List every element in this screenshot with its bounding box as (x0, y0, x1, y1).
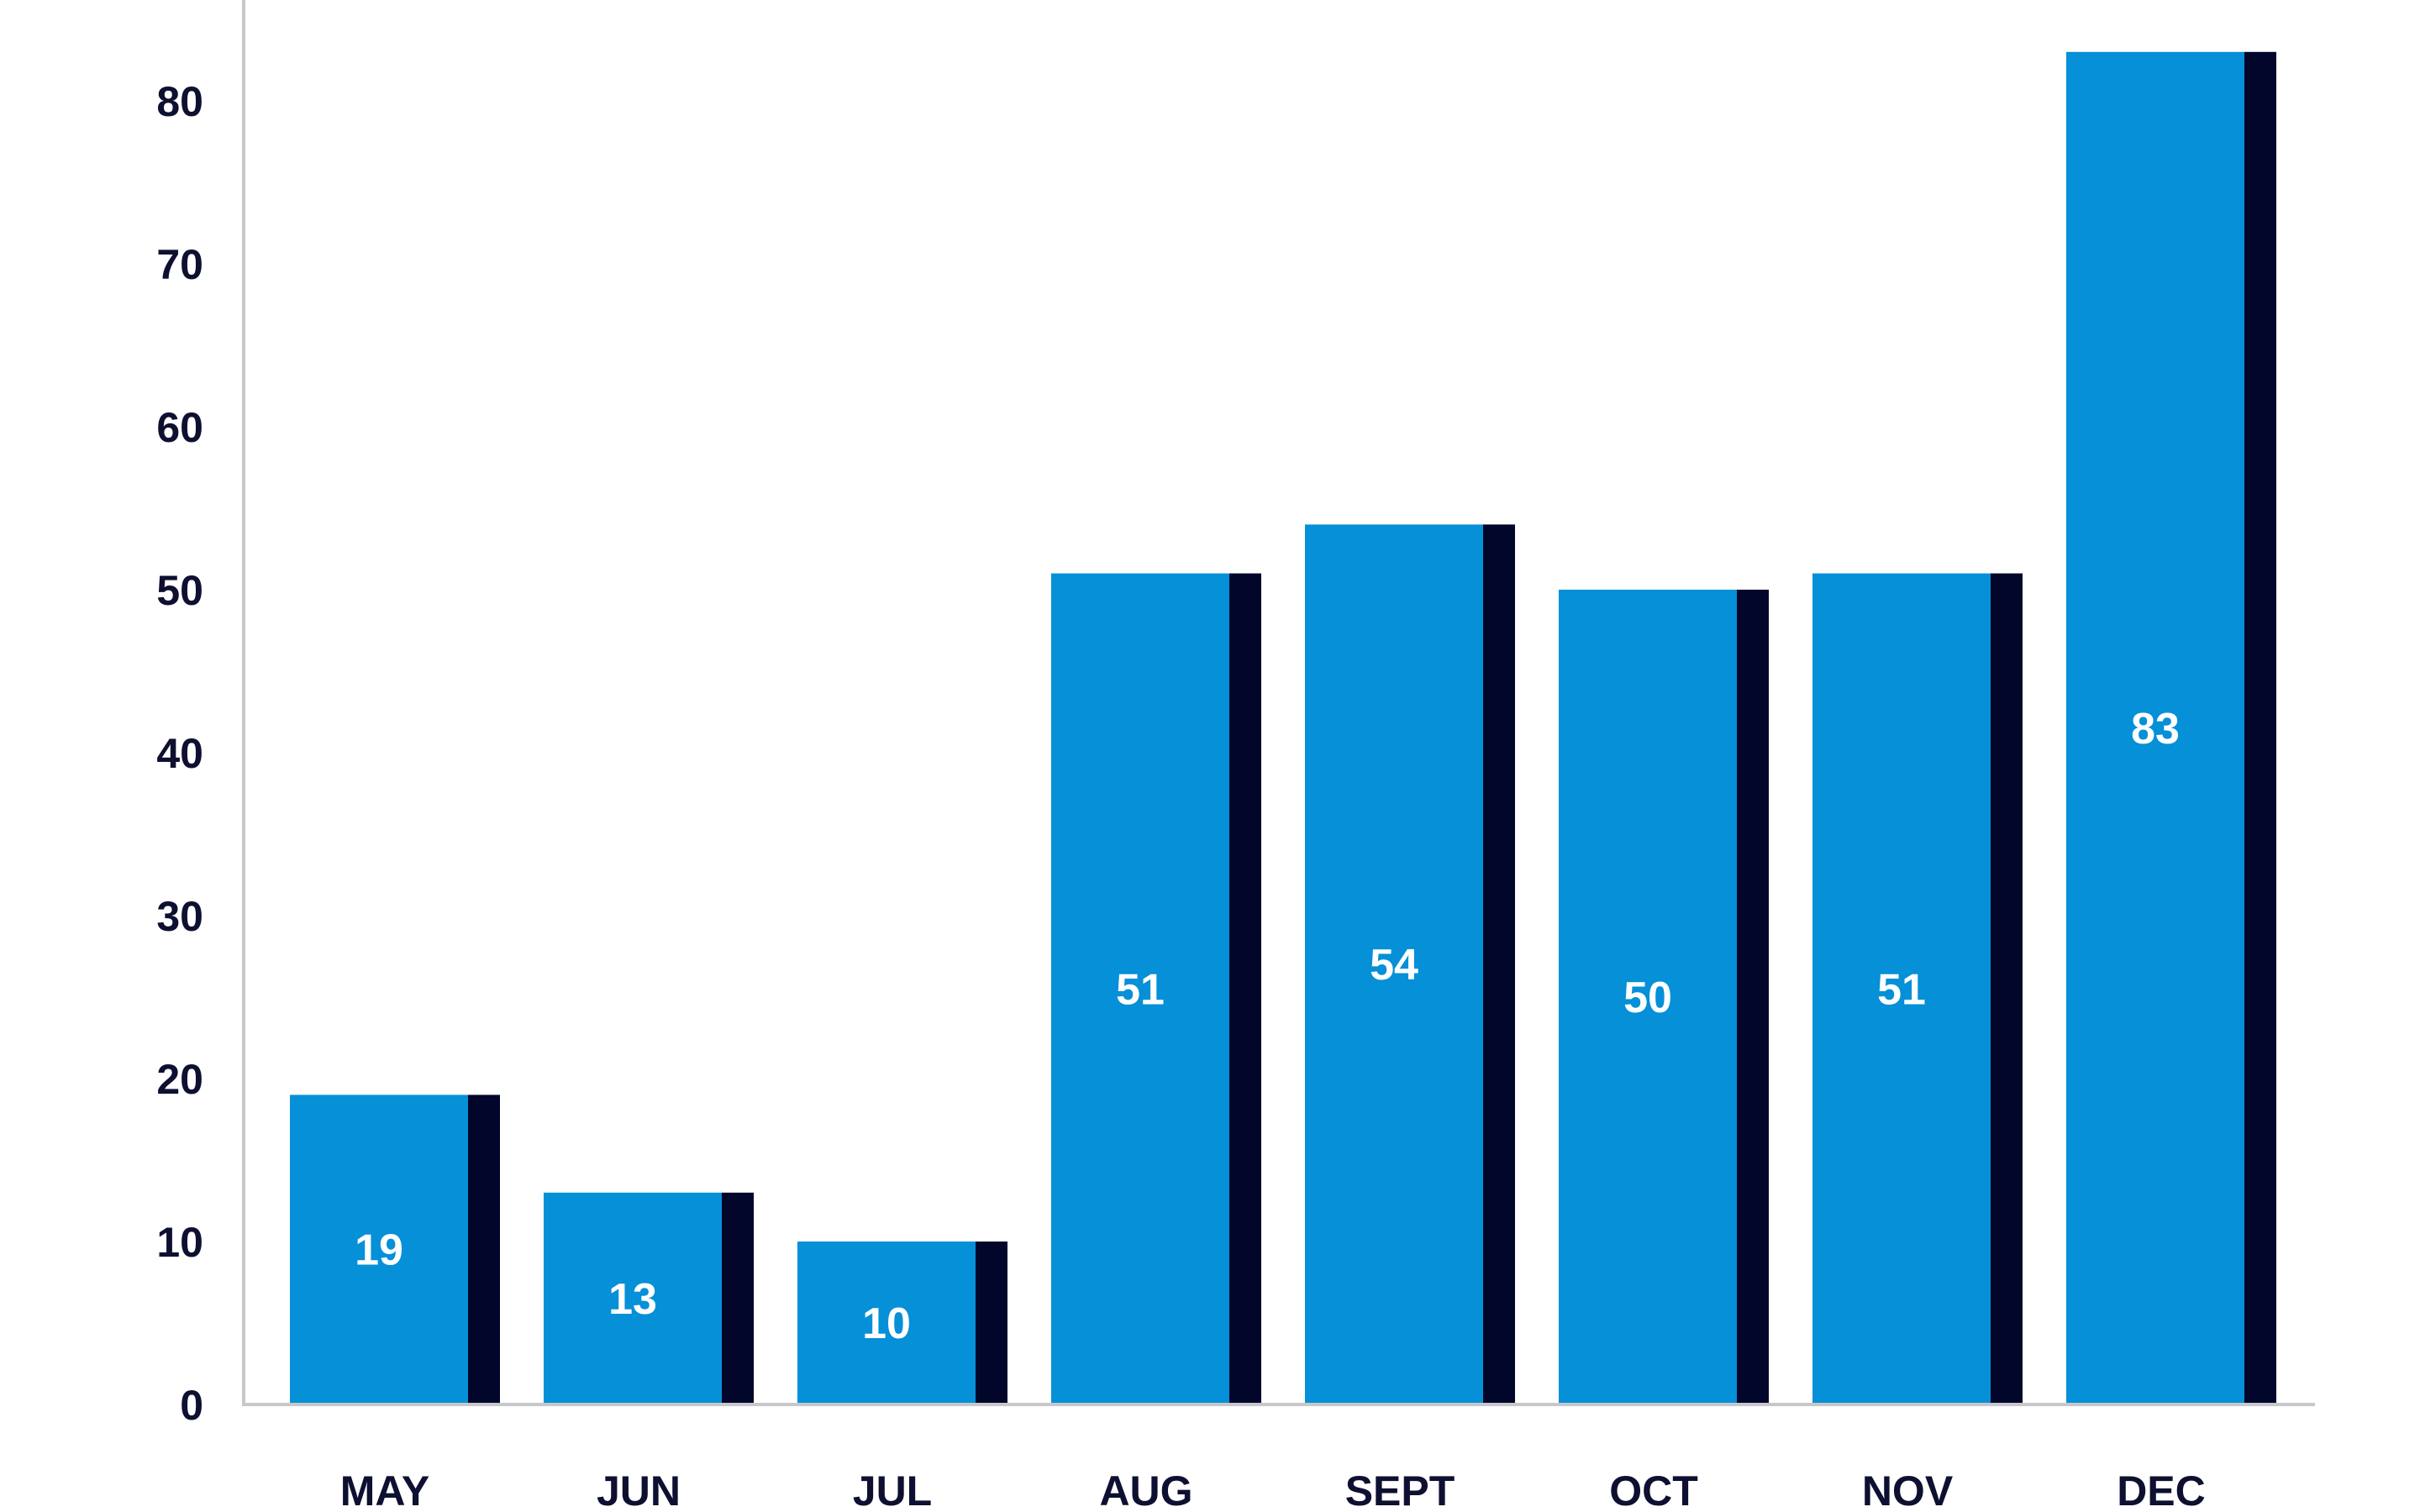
y-tick-label: 10 (156, 1219, 203, 1266)
x-tick-label: MAY (340, 1467, 430, 1512)
bar-shadow (1991, 573, 2023, 1404)
y-axis: 0 10 20 30 40 50 60 70 80 (156, 0, 245, 1429)
bar-group (1812, 573, 2023, 1404)
bar (1305, 524, 1483, 1404)
x-tick-label: DEC (2117, 1467, 2206, 1512)
bar-group (2066, 51, 2276, 1404)
bars-layer (290, 51, 2276, 1404)
bar-group (544, 1192, 754, 1404)
data-label: 51 (1116, 965, 1165, 1014)
y-tick-label: 70 (156, 241, 203, 288)
bar-group (1559, 590, 1769, 1404)
bar (290, 1095, 468, 1404)
bar-shadow (468, 1095, 500, 1404)
x-tick-label: OCT (1609, 1467, 1698, 1512)
bar-shadow (1229, 573, 1261, 1404)
bar (797, 1242, 976, 1404)
data-label: 51 (1877, 965, 1926, 1014)
data-label: 19 (355, 1226, 403, 1275)
bar (1559, 590, 1737, 1404)
bar (544, 1192, 722, 1404)
x-tick-label: JUL (853, 1467, 932, 1512)
y-tick-label: 60 (156, 404, 203, 451)
y-tick-label: 0 (180, 1382, 203, 1429)
y-tick-label: 80 (156, 78, 203, 125)
data-label: 50 (1623, 974, 1672, 1022)
bar-group (1051, 573, 1261, 1404)
bar-shadow (722, 1192, 754, 1404)
y-tick-label: 20 (156, 1056, 203, 1103)
bar-group (797, 1242, 1007, 1404)
x-axis: MAY JUN JUL AUG SEPT OCT NOV DEC (242, 1403, 2315, 1512)
data-label: 54 (1370, 941, 1418, 990)
y-tick-label: 40 (156, 730, 203, 777)
bar-shadow (1737, 590, 1769, 1404)
bar (1812, 573, 1991, 1404)
x-tick-label: SEPT (1345, 1467, 1455, 1512)
data-label: 10 (862, 1299, 911, 1348)
bar-shadow (2244, 51, 2276, 1404)
bar-shadow (1483, 524, 1515, 1404)
bar-group (1305, 524, 1515, 1404)
x-tick-label: NOV (1862, 1467, 1954, 1512)
x-tick-label: JUN (597, 1467, 681, 1512)
data-label: 13 (608, 1275, 657, 1324)
data-label: 83 (2131, 705, 2180, 753)
bar-group (290, 1095, 500, 1404)
bar (1051, 573, 1229, 1404)
bar-shadow (976, 1242, 1007, 1404)
bar (2066, 51, 2244, 1404)
y-tick-label: 50 (156, 567, 203, 614)
data-labels-layer: 19 13 10 51 54 50 51 83 (355, 705, 2180, 1348)
y-tick-label: 30 (156, 893, 203, 940)
x-tick-label: AUG (1099, 1467, 1192, 1512)
